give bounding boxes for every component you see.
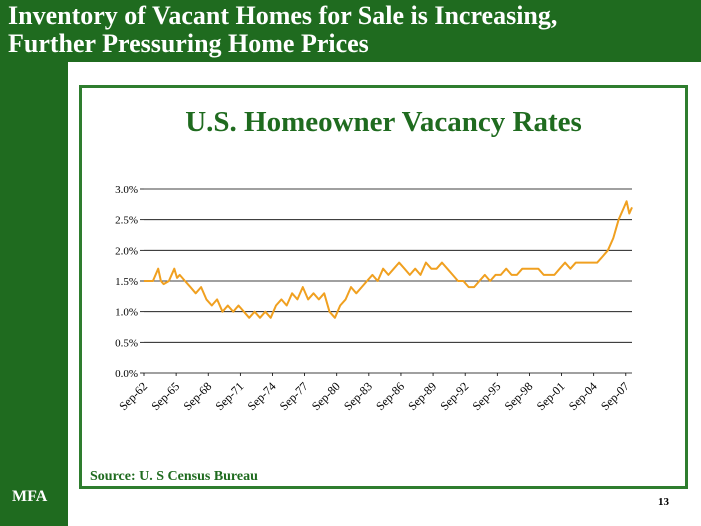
x-tick-label: Sep-71 [213,379,247,413]
x-tick-label: Sep-95 [469,379,503,413]
x-tick-label: Sep-07 [598,379,632,413]
x-tick-label: Sep-98 [502,379,536,413]
x-tick-label: Sep-80 [309,379,343,413]
x-tick-label: Sep-77 [277,379,311,413]
vacancy-rate-chart: 0.0% 0.5% 1.0% 1.5% 2.0% 2.5% 3.0% Sep-62Sep-65… [115,184,633,413]
x-tick-label: Sep-01 [534,379,568,413]
x-tick-label: Sep-68 [180,379,214,413]
y-tick-label: 1.0% [115,307,138,319]
chart-source: Source: U. S Census Bureau [90,469,258,484]
y-tick-label: 1.5% [115,276,138,288]
title-band [0,0,701,62]
y-tick-label: 2.0% [115,245,138,257]
chart-frame: U.S. Homeowner Vacancy Rates 0.0% 0.5% 1.0… [79,85,688,489]
x-tick-label: Sep-74 [245,379,279,413]
y-tick-label: 3.0% [115,184,138,196]
page-number: 13 [658,496,669,508]
side-band [0,0,68,526]
slide-title-line-1: Inventory of Vacant Homes for Sale is In… [8,1,558,30]
x-tick-label: Sep-86 [373,379,407,413]
y-tick-label: 0.0% [115,368,138,380]
slide-title: Inventory of Vacant Homes for Sale is In… [8,2,698,58]
brand-logo-text: MFA [12,488,48,505]
y-tick-label: 0.5% [115,337,138,349]
x-tick-label: Sep-65 [148,379,182,413]
x-tick-label: Sep-92 [437,379,471,413]
x-tick-label: Sep-83 [341,379,375,413]
x-tick-label: Sep-62 [116,379,150,413]
series-line-vacancy-rate [144,200,633,319]
slide-title-line-2: Further Pressuring Home Prices [8,29,369,58]
y-tick-label: 2.5% [115,215,138,227]
x-tick-label: Sep-89 [405,379,439,413]
chart-title: U.S. Homeowner Vacancy Rates [185,106,582,138]
x-tick-label: Sep-04 [566,379,600,413]
